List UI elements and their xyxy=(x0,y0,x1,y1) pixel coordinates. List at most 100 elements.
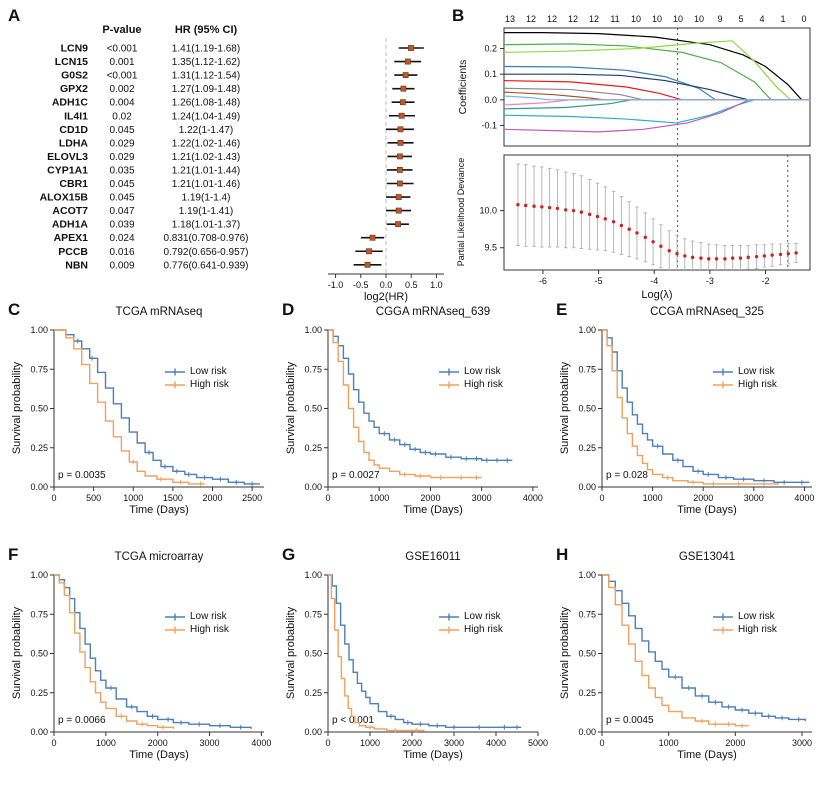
hr-marker xyxy=(396,153,403,160)
coef-path xyxy=(504,99,810,110)
deviance-point xyxy=(532,204,536,208)
tick-label: 0.00 xyxy=(30,482,48,492)
legend-item-low-risk: Low risk xyxy=(712,366,777,377)
panel-h-label: H xyxy=(556,545,569,564)
deviance-point xyxy=(746,255,750,260)
tick-label: 1.00 xyxy=(578,325,596,335)
hr-ci-text: 1.21(1.01-1.44) xyxy=(172,165,240,176)
low-risk-line-icon xyxy=(439,368,459,375)
coef-path xyxy=(504,99,810,124)
km-curve-high-risk xyxy=(328,574,425,732)
panel-a-label: A xyxy=(8,6,21,25)
tick-label: -3 xyxy=(706,276,714,286)
hr-ci-text: 1.18(1.01-1.37) xyxy=(172,220,240,231)
coefficient-paths xyxy=(504,32,810,133)
gene-name: LDHA xyxy=(59,137,89,149)
legend-label-low-risk: Low risk xyxy=(464,611,501,622)
df-count-label: 4 xyxy=(759,14,764,24)
km-plot-svg: 0.00 0.25 0.50 0.75 1.00 0 1000 2000 3000 4000 500… xyxy=(304,570,548,748)
km-x-axis-label: Time (Days) xyxy=(677,749,737,761)
tick-label: 1000 xyxy=(360,738,380,748)
p-value: <0.001 xyxy=(107,44,138,55)
deviance-point xyxy=(555,206,560,211)
coef-path xyxy=(504,99,810,133)
legend-item-low-risk: Low risk xyxy=(712,611,777,622)
hr-marker xyxy=(404,58,411,65)
tick-label: 0 xyxy=(51,738,56,748)
gene-name: APEX1 xyxy=(54,232,89,244)
tick-label: 4000 xyxy=(523,493,543,503)
deviance-point xyxy=(754,254,759,259)
deviance-point xyxy=(659,244,663,248)
hr-marker xyxy=(408,45,414,51)
tick-label: 3000 xyxy=(744,493,764,503)
km-plot-svg: 0.00 0.25 0.50 0.75 1.00 0 500 1000 1500 2000 2500 xyxy=(30,325,264,503)
tick-label: 0.2 xyxy=(484,44,497,54)
legend-item-low-risk: Low risk xyxy=(164,611,229,622)
hr-marker xyxy=(396,180,403,187)
forest-plot-svg: P-value HR (95% CI) LCN9 <0.001 1.41(1.19-1.… xyxy=(40,24,444,303)
p-value: 0.016 xyxy=(109,247,134,258)
km-curve-low-risk xyxy=(602,329,810,483)
tick-label: 0.75 xyxy=(578,364,596,374)
tick-label: 0.25 xyxy=(30,688,48,698)
km-plot-svg: 0.00 0.25 0.50 0.75 1.00 0 1000 2000 3000 xyxy=(578,570,812,748)
gene-name: GPX2 xyxy=(60,83,88,95)
tick-label: -1.0 xyxy=(328,280,344,290)
tick-label: 3000 xyxy=(472,493,492,503)
km-title: CCGA mRNAseq_325 xyxy=(650,306,764,318)
tick-label: 0.00 xyxy=(304,482,322,492)
deviance-point xyxy=(738,256,743,260)
tick-label: 0.0 xyxy=(380,280,393,290)
km-legend: Low risk High risk xyxy=(712,366,777,390)
km-legend: Low risk High risk xyxy=(712,611,777,635)
p-value: 0.035 xyxy=(109,165,134,176)
hr-marker xyxy=(396,167,403,173)
km-plot-svg: 0.00 0.25 0.50 0.75 1.00 0 1000 2000 3000 4000 xyxy=(304,325,543,503)
legend-label-high-risk: High risk xyxy=(190,624,229,635)
deviance-point xyxy=(627,227,631,231)
df-count-label: 10 xyxy=(652,14,662,24)
legend-item-low-risk: Low risk xyxy=(438,611,503,622)
hr-marker xyxy=(397,139,404,146)
gene-name: CYP1A1 xyxy=(47,164,88,176)
coef-path xyxy=(504,43,810,101)
panel-km-gse16011: G GSE16011 Survival probability Time (Da… xyxy=(282,545,548,785)
tick-label: 1.00 xyxy=(304,570,322,580)
tick-label: 0.25 xyxy=(578,688,596,698)
df-count-label: 12 xyxy=(589,14,599,24)
deviance-point xyxy=(699,256,703,260)
deviance-point xyxy=(675,251,679,256)
tick-label: 0.25 xyxy=(304,688,322,698)
tick-label: 4000 xyxy=(794,493,814,503)
legend-item-high-risk: High risk xyxy=(712,624,777,635)
p-value: 0.045 xyxy=(109,193,134,204)
km-pvalue: p = 0.028 xyxy=(606,470,648,481)
deviance-point xyxy=(595,214,600,219)
km-pvalue: p = 0.0035 xyxy=(58,470,106,481)
gene-name: PCCB xyxy=(58,246,88,258)
hr-marker xyxy=(399,99,406,106)
legend-label-low-risk: Low risk xyxy=(464,366,501,377)
coef-plot-frame xyxy=(503,27,811,147)
coef-path xyxy=(504,32,810,101)
km-x-axis-label: Time (Days) xyxy=(129,504,189,516)
legend-item-high-risk: High risk xyxy=(712,379,777,390)
tick-label: -4 xyxy=(650,276,658,286)
df-count-label: 12 xyxy=(568,14,578,24)
hr-marker xyxy=(395,221,401,228)
tick-label: 2000 xyxy=(202,493,222,503)
lasso-x-axis-title: Log(λ) xyxy=(641,289,672,301)
tick-label: 1000 xyxy=(643,493,663,503)
coef-path xyxy=(504,73,810,101)
km-title: TCGA mRNAseq xyxy=(115,306,203,318)
legend-label-low-risk: Low risk xyxy=(190,611,227,622)
p-value: 0.002 xyxy=(109,84,134,95)
tick-label: 0.75 xyxy=(578,609,596,619)
deviance-point xyxy=(667,249,671,253)
hr-ci-text: 1.31(1.12-1.54) xyxy=(172,71,240,82)
legend-label-high-risk: High risk xyxy=(738,379,777,390)
legend-label-low-risk: Low risk xyxy=(190,366,227,377)
deviance-point xyxy=(794,251,798,255)
high-risk-line-icon xyxy=(713,626,733,633)
